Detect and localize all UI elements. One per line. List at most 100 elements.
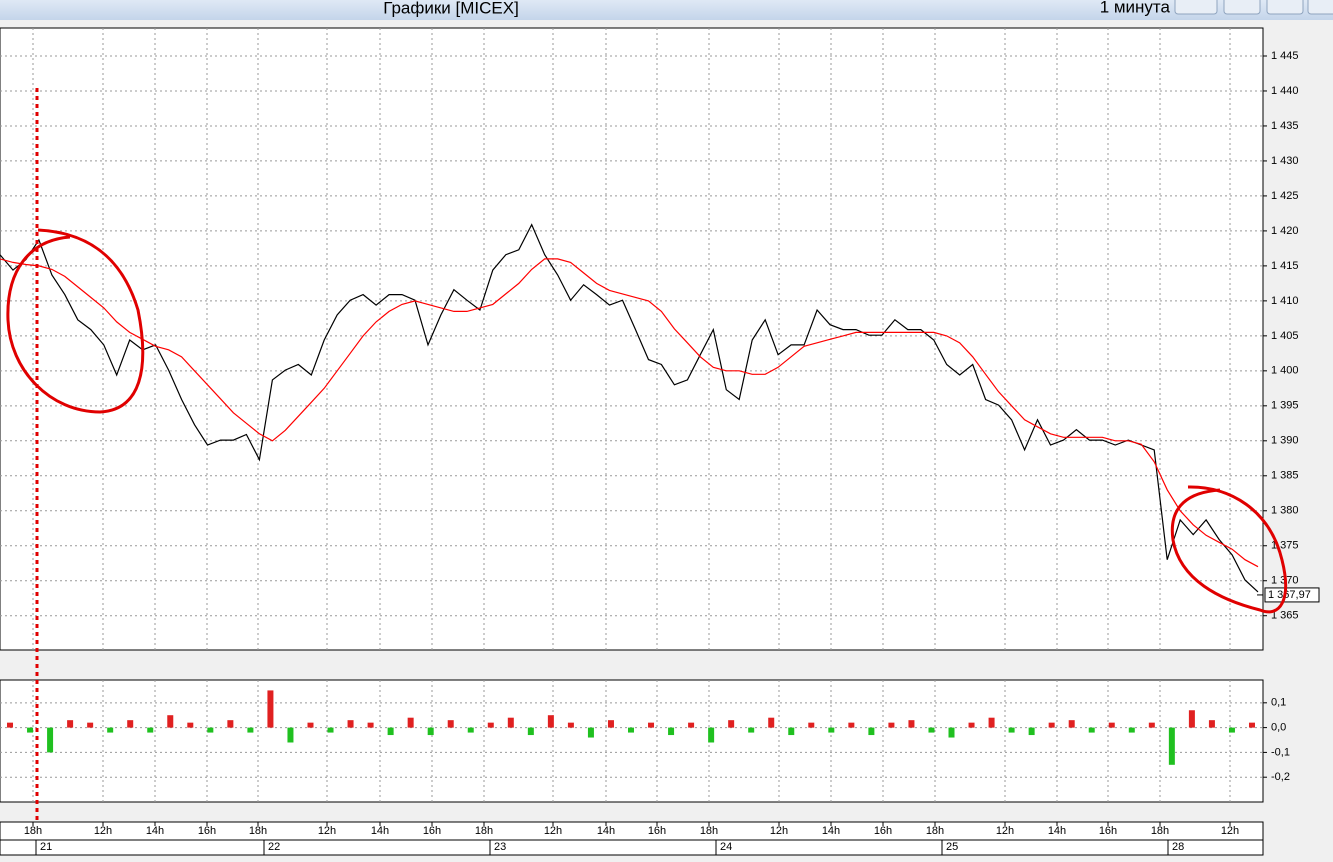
y-tick-label: 1 440 [1271, 85, 1299, 97]
day-label: 25 [946, 841, 958, 853]
pin-button[interactable] [1174, 0, 1218, 15]
y-tick-label: -0,2 [1271, 771, 1290, 783]
maximize-button[interactable] [1266, 0, 1304, 15]
x-tick-label: 16h [198, 825, 216, 837]
indicator-bar [788, 727, 795, 736]
indicator-bar [147, 727, 154, 733]
price-line [0, 223, 1259, 593]
timeframe[interactable]: 1 минута [1100, 0, 1171, 16]
indicator-bar [247, 727, 254, 733]
indicator-bar [467, 727, 474, 733]
x-tick-label: 18h [1151, 825, 1169, 837]
indicator-bar [1048, 722, 1055, 728]
minimize-button[interactable] [1223, 0, 1261, 15]
x-tick-label: 14h [597, 825, 615, 837]
y-tick-label: 1 435 [1271, 120, 1299, 132]
y-tick-label: 0,1 [1271, 697, 1286, 709]
indicator-bar [7, 722, 14, 728]
x-tick-label: 18h [24, 825, 42, 837]
indicator-bar [587, 727, 594, 738]
indicator-panel [0, 679, 1264, 803]
indicator-bar [848, 722, 855, 728]
x-tick-label: 16h [1099, 825, 1117, 837]
y-tick-label: 1 405 [1271, 330, 1299, 342]
indicator-bar [748, 727, 755, 733]
indicator-bar [107, 727, 114, 733]
y-tick-label: -0,1 [1271, 746, 1290, 758]
indicator-bar [908, 720, 915, 728]
indicator-bar [948, 727, 955, 738]
x-tick-label: 12h [544, 825, 562, 837]
price-line [0, 258, 1259, 568]
x-tick-label: 16h [423, 825, 441, 837]
indicator-bar [868, 727, 875, 736]
y-tick-label: 1 365 [1271, 610, 1299, 622]
x-tick-label: 14h [146, 825, 164, 837]
indicator-bar [628, 727, 634, 733]
indicator-bar [187, 722, 194, 728]
indicator-bar [567, 722, 574, 728]
time-axis [0, 821, 1264, 856]
x-tick-label: 18h [249, 825, 267, 837]
x-tick-label: 12h [770, 825, 788, 837]
annotation-circle [6, 228, 145, 414]
x-tick-label: 14h [822, 825, 840, 837]
x-tick-label: 12h [318, 825, 336, 837]
annotation-circle [1170, 485, 1287, 614]
y-tick-label: 1 410 [1271, 295, 1299, 307]
indicator-bar [1128, 727, 1135, 733]
close-button[interactable] [1307, 0, 1333, 15]
indicator-bar [1208, 720, 1215, 728]
x-tick-label: 16h [648, 825, 666, 837]
y-tick-label: 1 430 [1271, 155, 1299, 167]
indicator-bar [928, 727, 935, 733]
day-label: 28 [1172, 841, 1184, 853]
indicator-bar [1028, 727, 1035, 736]
x-tick-label: 18h [926, 825, 944, 837]
x-tick-label: 14h [1048, 825, 1066, 837]
indicator-bar [307, 722, 314, 728]
indicator-bar [1008, 727, 1015, 733]
indicator-bar [47, 727, 54, 753]
indicator-bar [287, 727, 294, 743]
indicator-bar [708, 727, 715, 743]
x-tick-label: 18h [475, 825, 493, 837]
indicator-bar [207, 727, 214, 733]
indicator-bar [1168, 727, 1175, 765]
y-tick-label: 1 425 [1271, 190, 1299, 202]
indicator-bar [347, 720, 354, 728]
x-tick-label: 16h [874, 825, 892, 837]
indicator-bar [487, 722, 494, 728]
indicator-bar [607, 720, 614, 728]
indicator-bar [648, 722, 655, 728]
indicator-bar [728, 720, 735, 728]
indicator-bar [227, 720, 234, 728]
indicator-bar [1108, 722, 1115, 728]
y-tick-label: 1 390 [1271, 435, 1299, 447]
indicator-bar [387, 727, 394, 736]
y-tick-label: 1 395 [1271, 400, 1299, 412]
x-tick-label: 14h [371, 825, 389, 837]
indicator-bar [67, 720, 74, 728]
indicator-bar [688, 722, 695, 728]
window-title: Графики [MICEX] [383, 0, 519, 17]
indicator-bar [968, 722, 975, 728]
indicator-bar [1088, 727, 1095, 733]
y-tick-label: 1 420 [1271, 225, 1299, 237]
y-tick-label: 1 415 [1271, 260, 1299, 272]
indicator-bar [407, 717, 414, 728]
indicator-bar [427, 727, 434, 736]
indicator-bar [507, 717, 514, 728]
indicator-bar [167, 715, 174, 728]
indicator-bar [1188, 710, 1195, 728]
indicator-bar [327, 727, 334, 733]
indicator-bar [367, 722, 374, 728]
indicator-bar [1248, 722, 1255, 728]
indicator-bar [768, 717, 775, 728]
indicator-bar [527, 727, 534, 736]
y-tick-label: 0,0 [1271, 722, 1286, 734]
indicator-bar [1228, 727, 1235, 733]
indicator-bar [888, 722, 895, 728]
